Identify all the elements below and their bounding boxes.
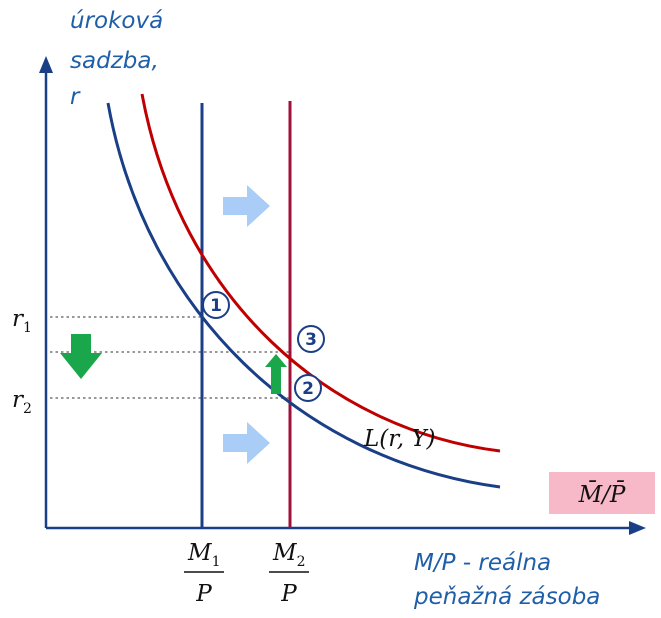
- supply-label-m1-numerator: M1: [187, 540, 220, 570]
- x-axis-arrowhead: [629, 521, 646, 535]
- equilibrium-point-label: 1: [210, 296, 222, 316]
- y-axis-title: úroková sadzba, r: [70, 8, 171, 110]
- y-axis-title-line: r: [70, 84, 81, 110]
- y-axis-title-line: úroková: [70, 8, 163, 34]
- rate-label-r1: r1: [12, 306, 32, 336]
- equilibrium-point-label: 3: [305, 330, 317, 350]
- equilibrium-point-marker: [297, 325, 325, 353]
- supply-box-label: M̄/P̄: [578, 481, 626, 508]
- equilibrium-point-label: 2: [302, 379, 314, 399]
- rate-label-base: r: [12, 387, 25, 413]
- supply-box: [549, 472, 655, 514]
- fraction-numerator: M: [187, 540, 213, 566]
- rate-label-sub: 1: [23, 320, 32, 336]
- right-arrow-icon: [223, 185, 270, 227]
- up-arrow-icon: [265, 354, 287, 394]
- supply-label-m1-denominator: P: [195, 581, 212, 607]
- down-arrow-icon: [60, 334, 102, 379]
- fraction-numerator: M: [272, 540, 298, 566]
- money-demand-curve-initial: [106, 102, 501, 489]
- x-axis-title-line: M/P - reálna: [414, 550, 551, 576]
- fraction-subscript: 1: [212, 554, 221, 570]
- y-axis-arrowhead: [39, 56, 53, 73]
- money-demand-curve-label: L(r, Y): [363, 426, 436, 452]
- money-demand-curve-shifted: [140, 93, 501, 453]
- fraction-subscript: 2: [297, 554, 306, 570]
- x-axis-title: M/P - reálna peňažná zásoba: [413, 550, 600, 610]
- rate-label-base: r: [12, 306, 25, 332]
- rate-label-r2: r2: [12, 387, 32, 417]
- equilibrium-point-marker: [202, 291, 230, 319]
- equilibrium-point-marker: [294, 374, 322, 402]
- x-axis-title-line: peňažná zásoba: [413, 584, 600, 610]
- y-axis-title-line: sadzba,: [70, 48, 159, 74]
- rate-label-sub: 2: [23, 401, 32, 417]
- right-arrow-icon: [223, 422, 270, 464]
- supply-label-m2-numerator: M2: [272, 540, 305, 570]
- supply-label-m2-denominator: P: [280, 581, 297, 607]
